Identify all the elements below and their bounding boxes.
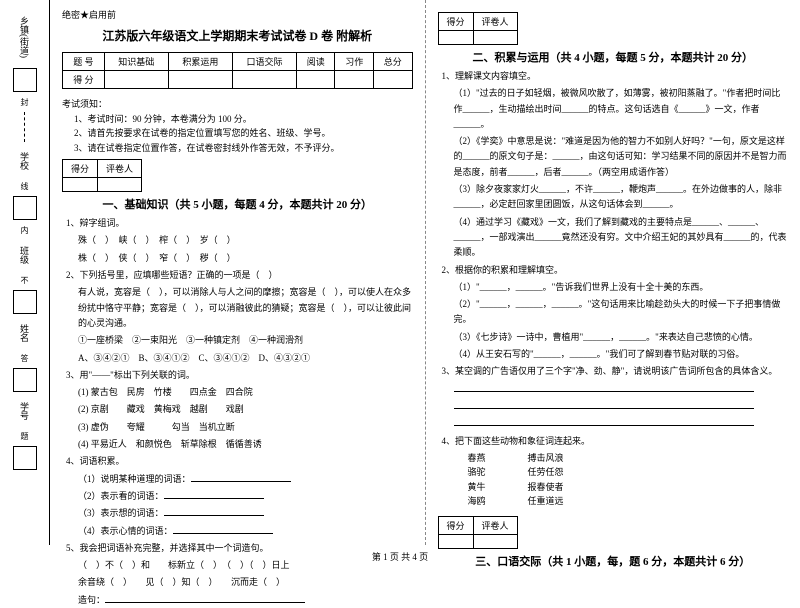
table-row: 题 号 知识基础 积累运用 口语交际 阅读 习作 总分	[63, 53, 413, 71]
s2q1-line: （2）《学奕》中意思是说："难道是因为他的智力不如别人好吗？"一句，原文是这样的…	[454, 134, 789, 180]
pair-row: 海鸥任重道远	[468, 494, 789, 508]
margin-label-id: 学号	[18, 402, 31, 420]
seal-char: 不	[19, 276, 30, 284]
grader-box: 得分评卷人	[438, 516, 518, 549]
margin-label-class: 班级	[18, 246, 31, 264]
margin-box	[13, 290, 37, 314]
seal-char: 题	[19, 432, 30, 440]
blank-line	[454, 382, 789, 397]
q3-line: (4) 平易近人 和颜悦色 斩草除根 循循善诱	[78, 437, 413, 452]
section-1-title: 一、基础知识（共 5 小题，每题 4 分，本题共计 20 分）	[62, 196, 413, 212]
margin-label-name: 姓名	[18, 324, 31, 342]
q3-label: 3、用"——"标出下列关联的词。	[66, 368, 413, 383]
q2-choices: A、③④②① B、③④①② C、③④①② D、④③②①	[78, 351, 413, 366]
q4-line: （4）表示心情的词语：	[78, 524, 413, 539]
margin-label-school: 学校	[18, 152, 31, 170]
secret-label: 绝密★启用前	[62, 8, 413, 21]
s2q2-line: （2）"______，______，______。"这句话用来比喻趁劲头大的时候…	[454, 297, 789, 328]
q5-sentence: 造句：	[78, 593, 413, 608]
q4-line: （2）表示看的词语：	[78, 489, 413, 504]
seal-char: 内	[19, 226, 30, 234]
q5-line: 余音绕（ ） 见（ ）知（ ） 沉而走（ ）	[78, 575, 413, 590]
seal-char: 线	[19, 182, 30, 190]
q4-label: 4、词语积累。	[66, 454, 413, 469]
margin-box	[13, 368, 37, 392]
notice-item: 3、请在试卷指定位置作答，在试卷密封线外作答无效，不予评分。	[74, 141, 413, 155]
s2q1-line: （3）除夕夜家家灯火______，不许______，鞭炮声______。在外边做…	[454, 182, 789, 213]
q2-text: 有人说，宽容是（ ），可以消除人与人之间的摩擦；宽容是（ ），可以使人在众多纷扰…	[78, 285, 413, 331]
margin-label-township: 乡镇(街道)	[18, 16, 31, 58]
seal-char: 封	[19, 98, 30, 106]
margin-box	[13, 68, 37, 92]
s2q2-line: （4）从王安石写的"______，______。"我们可了解到春节贴对联的习俗。	[454, 347, 789, 362]
left-column: 绝密★启用前 江苏版六年级语文上学期期末考试试卷 D 卷 附解析 题 号 知识基…	[50, 0, 426, 545]
q3-line: (1) 蒙古包 民房 竹楼 四点金 四合院	[78, 385, 413, 400]
s2q1-label: 1、理解课文内容填空。	[442, 69, 789, 84]
s2q1-line: （4）通过学习《藏戏》一文，我们了解到藏戏的主要特点是______、______…	[454, 215, 789, 261]
page-footer: 第 1 页 共 4 页	[0, 550, 800, 563]
blank-line	[454, 416, 789, 431]
q2-opts: ①一座桥梁 ②一束阳光 ③一种镇定剂 ④一种润滑剂	[78, 333, 413, 348]
grader-box: 得分评卷人	[438, 12, 518, 45]
q1-label: 1、辩字组词。	[66, 216, 413, 231]
q4-line: （1）说明某种道理的词语：	[78, 472, 413, 487]
pair-row: 骆驼任劳任怨	[468, 465, 789, 479]
right-column: 得分评卷人 二、积累与运用（共 4 小题，每题 5 分，本题共计 20 分） 1…	[426, 0, 800, 545]
notice-item: 1、考试时间：90 分钟，本卷满分为 100 分。	[74, 112, 413, 126]
q1-chars: 株（ ） 侠（ ） 窄（ ） 秽（ ）	[78, 251, 413, 266]
s2q3-label: 3、某空调的广告语仅用了三个字"净、劲、静"，请说明该广告词所包含的具体含义。	[442, 364, 789, 379]
binding-margin: 乡镇(街道) 封 学校 线 内 班级 不 姓名 答 学号 题	[0, 0, 50, 545]
table-row: 得 分	[63, 71, 413, 89]
s2q2-label: 2、根据你的积累和理解填空。	[442, 263, 789, 278]
q3-line: (3) 虚伪 夸耀 勾当 当机立断	[78, 420, 413, 435]
s2q1-line: （1）"过去的日子如轻烟，被微风吹散了，如薄雾，被初阳蒸融了。"作者把时间比作_…	[454, 86, 789, 132]
grader-box: 得分评卷人	[62, 159, 142, 192]
pair-row: 春燕搏击风浪	[468, 451, 789, 465]
q3-line: (2) 京剧 藏戏 黄梅戏 越剧 戏剧	[78, 402, 413, 417]
notice-title: 考试须知：	[62, 97, 413, 110]
q1-chars: 殊（ ） 峡（ ） 榨（ ） 岁（ ）	[78, 233, 413, 248]
q2-label: 2、下列括号里，应填哪些短语？正确的一项是（ ）	[66, 268, 413, 283]
q4-line: （3）表示想的词语：	[78, 506, 413, 521]
notice-item: 2、请首先按要求在试卷的指定位置填写您的姓名、班级、学号。	[74, 126, 413, 140]
s2q4-label: 4、把下面这些动物和象征词连起来。	[442, 434, 789, 449]
pair-row: 黄牛报春使者	[468, 480, 789, 494]
s2q2-line: （3）《七步诗》一诗中，曹植用"______，______。"来表达自己悲愤的心…	[454, 330, 789, 345]
margin-box	[13, 446, 37, 470]
section-2-title: 二、积累与运用（共 4 小题，每题 5 分，本题共计 20 分）	[438, 49, 789, 65]
exam-title: 江苏版六年级语文上学期期末考试试卷 D 卷 附解析	[62, 27, 413, 44]
margin-box	[13, 196, 37, 220]
seal-char: 答	[19, 354, 30, 362]
dotted-line	[24, 112, 25, 142]
blank-line	[454, 399, 789, 414]
s2q2-line: （1）"______，______。"告诉我们世界上没有十全十美的东西。	[454, 280, 789, 295]
score-table: 题 号 知识基础 积累运用 口语交际 阅读 习作 总分 得 分	[62, 52, 413, 89]
